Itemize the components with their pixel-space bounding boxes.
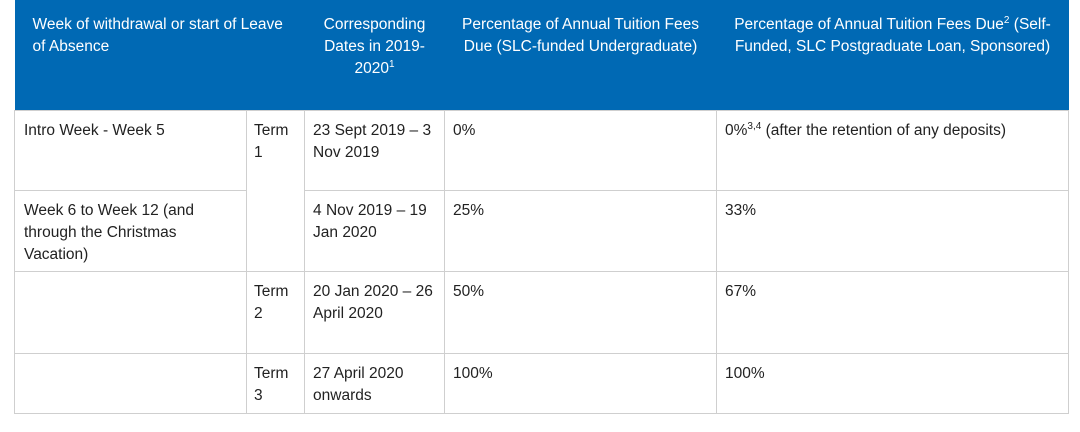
cell-week: Week 6 to Week 12 (and through the Chris… xyxy=(14,189,247,272)
cell-dates: 4 Nov 2019 – 19 Jan 2020 xyxy=(304,189,446,272)
table-row: Term 3 27 April 2020 onwards 100% 100% xyxy=(14,352,1070,414)
cell-week: Intro Week - Week 5 xyxy=(14,109,247,191)
cell-dates: 23 Sept 2019 – 3 Nov 2019 xyxy=(304,109,446,191)
table-header-row: Week of withdrawal or start of Leave of … xyxy=(14,0,1069,110)
header-dates: Corresponding Dates in 2019-20201 xyxy=(304,0,445,110)
header-dates-footnote: 1 xyxy=(388,58,395,70)
cell-slc-percentage: 25% xyxy=(444,189,718,272)
cell-week xyxy=(14,270,247,354)
table-row: Week 6 to Week 12 (and through the Chris… xyxy=(14,189,1070,272)
tuition-fees-table: Week of withdrawal or start of Leave of … xyxy=(14,0,1070,414)
cell-self-funded-percentage: 0%3,4 (after the retention of any deposi… xyxy=(716,109,1070,191)
cell-week xyxy=(14,352,247,414)
cell-term: Term 3 xyxy=(245,352,306,414)
table-row: Term 2 20 Jan 2020 – 26 April 2020 50% 6… xyxy=(14,270,1070,354)
header-self-funded-footnote: 2 xyxy=(1003,14,1010,26)
cell-term: Term 2 xyxy=(245,270,306,354)
cell-self-funded-percentage: 67% xyxy=(716,270,1070,354)
header-week: Week of withdrawal or start of Leave of … xyxy=(14,0,305,110)
header-slc-percentage: Percentage of Annual Tuition Fees Due (S… xyxy=(444,0,717,110)
table-row: Intro Week - Week 5 Term 1 23 Sept 2019 … xyxy=(14,109,1070,272)
cell-self-funded-percentage: 100% xyxy=(716,352,1070,414)
cell-footnote: 3,4 xyxy=(747,120,762,132)
header-self-funded-percentage: Percentage of Annual Tuition Fees Due2 (… xyxy=(716,0,1069,110)
cell-slc-percentage: 0% xyxy=(444,109,718,191)
cell-dates: 20 Jan 2020 – 26 April 2020 xyxy=(304,270,446,354)
cell-slc-percentage: 100% xyxy=(444,352,718,414)
cell-self-funded-percentage: 33% xyxy=(716,189,1070,272)
cell-dates: 27 April 2020 onwards xyxy=(304,352,446,414)
cell-slc-percentage: 50% xyxy=(444,270,718,354)
cell-term: Term 1 xyxy=(245,109,306,272)
